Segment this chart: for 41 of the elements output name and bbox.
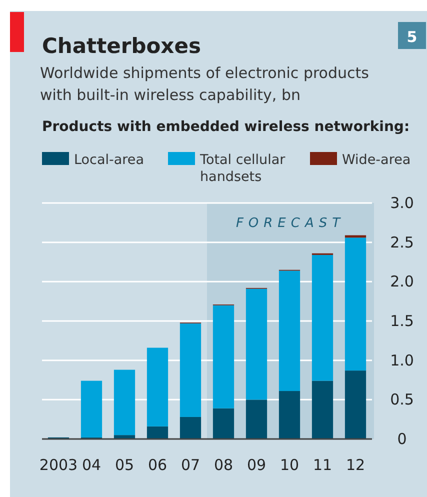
chart-title: Chatterboxes (42, 34, 201, 58)
bar (278, 391, 300, 439)
bar (180, 323, 202, 417)
bar (212, 408, 234, 439)
x-tick-label: 07 (180, 456, 200, 474)
x-tick-label: 08 (214, 456, 234, 474)
y-tick-label: 3.0 (390, 194, 414, 212)
y-tick-label: 1.0 (390, 351, 414, 370)
x-tick-label: 10 (280, 456, 300, 474)
x-tick-label: 04 (82, 456, 102, 474)
text: 5 (406, 28, 418, 46)
x-tick-label: 12 (346, 456, 366, 474)
y-tick-label: 2.5 (390, 233, 414, 252)
bar (146, 426, 168, 439)
bar (80, 380, 102, 438)
legend-label: Wide-area (342, 152, 411, 168)
bar (246, 400, 268, 439)
bar (114, 370, 136, 436)
bar (344, 370, 366, 439)
bar (180, 416, 202, 439)
bar (344, 238, 366, 371)
legend-label: Local-area (74, 152, 144, 168)
x-tick-label: 11 (312, 456, 332, 474)
band-label: FORECAST (236, 216, 346, 231)
y-tick-label: 0 (397, 430, 407, 448)
y-tick-label: 0.5 (390, 390, 414, 409)
legend-title: Products with embedded wireless networking: (42, 119, 410, 135)
x-tick-label: 2003 (39, 456, 78, 474)
x-tick-label: 09 (246, 456, 266, 474)
bar (212, 305, 234, 408)
bar (312, 254, 334, 381)
y-tick-label: 2.0 (390, 272, 414, 291)
bar (312, 380, 334, 439)
legend-label: Total cellular handsets (199, 152, 286, 185)
bar (278, 270, 300, 392)
bar (246, 288, 268, 400)
x-tick-label: 06 (148, 456, 168, 474)
y-tick-label: 1.5 (390, 312, 414, 330)
chart-subtitle: Worldwide shipments of electronic products with built-in wireless capability, bn (40, 63, 370, 106)
x-tick-label: 05 (114, 456, 134, 474)
bar (146, 348, 168, 426)
